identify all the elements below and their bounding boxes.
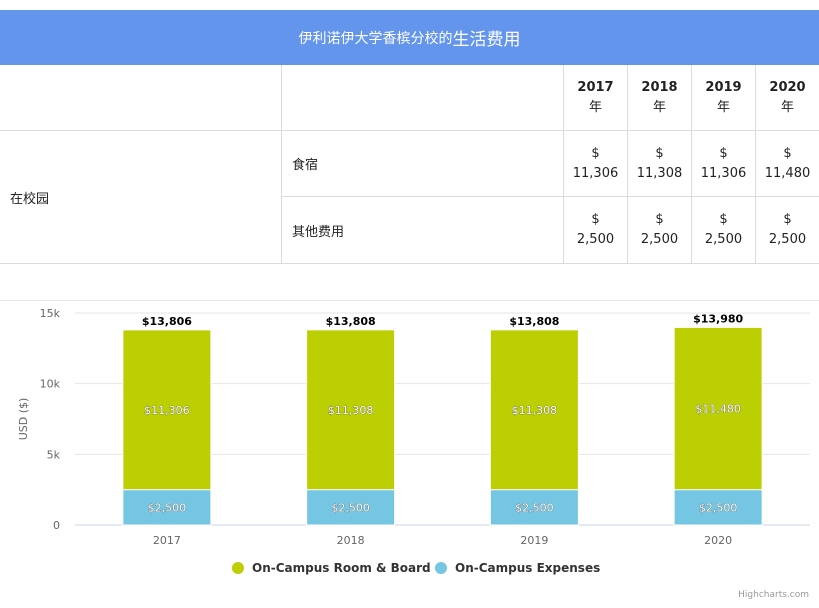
legend-item-label: On-Campus Room & Board [252,561,431,575]
value-cell: $ 2,500 [628,197,692,264]
y-axis-title: USD ($) [17,398,30,441]
value-amount: 2,500 [768,232,807,247]
value-cell: $ 2,500 [756,197,819,264]
value-cell: $ 2,500 [692,197,756,264]
header-empty-cell [282,65,564,131]
header-empty-cell [0,65,282,131]
bar-segment [122,489,212,526]
value-cell: $ 11,308 [628,131,692,197]
year-unit: 年 [588,99,602,115]
year-header: 2020 年 [756,65,819,131]
data-label: $2,500 [148,501,187,514]
data-label: $11,308 [512,404,558,417]
year-header: 2018 年 [628,65,692,131]
currency-symbol: $ [591,145,600,161]
bar-segment [306,489,396,526]
y-tick-label: 0 [53,519,60,532]
value-amount: 2,500 [576,232,615,247]
value-amount: 11,480 [764,165,811,181]
bar-segment [122,329,212,491]
value-cell: $ 2,500 [564,197,628,264]
cost-of-living-table: 伊利诺伊大学香槟分校的 生活费用 2017 年 2018 年 2019 年 20… [0,0,819,264]
year-label: 2017 [577,79,614,95]
x-tick-label: 2017 [153,534,181,547]
value-cell: $ 11,306 [564,131,628,197]
value-amount: 11,308 [636,165,683,181]
table-title: 伊利诺伊大学香槟分校的 生活费用 [0,10,819,65]
data-label: $11,480 [695,403,741,416]
total-label: $13,806 [142,315,192,328]
x-tick-label: 2020 [704,534,732,547]
currency-symbol: $ [591,212,600,227]
row-label: 其他费用 [282,197,564,264]
cost-chart: 0 5k 10k 15k USD ($) $2,500 $11,306 $13,806 2017… [0,300,819,604]
table-title-main: 生活费用 [452,30,521,50]
chart-svg: 0 5k 10k 15k USD ($) $2,500 $11,306 $13,806 2017… [17,307,810,600]
currency-symbol: $ [719,212,728,227]
bar-segment [673,489,763,526]
total-label: $13,980 [693,312,743,325]
value-amount: 11,306 [700,165,747,181]
bar-segment [489,489,579,526]
value-cell: $ 11,306 [692,131,756,197]
bar-segment [306,329,396,491]
legend-marker [435,562,447,574]
legend-item-label: On-Campus Expenses [455,561,600,575]
data-label: $11,308 [328,404,374,417]
value-amount: 11,306 [572,165,619,181]
legend-marker [232,562,244,574]
currency-symbol: $ [655,212,664,227]
currency-symbol: $ [783,145,792,161]
row-label: 食宿 [282,131,564,197]
data-label: $11,306 [144,404,190,417]
year-label: 2020 [769,79,806,95]
group-label: 在校园 [0,131,282,264]
total-label: $13,808 [509,315,559,328]
y-tick-label: 5k [47,448,61,461]
data-label: $2,500 [331,501,370,514]
year-unit: 年 [780,99,794,115]
currency-symbol: $ [719,145,728,161]
year-label: 2018 [641,79,678,95]
x-tick-label: 2019 [520,534,548,547]
credits-text: Highcharts.com [738,590,809,600]
year-header: 2017 年 [564,65,628,131]
currency-symbol: $ [655,145,664,161]
y-tick-label: 10k [40,378,61,391]
year-label: 2019 [705,79,742,95]
currency-symbol: $ [783,212,792,227]
bar-segment [489,329,579,491]
value-amount: 2,500 [640,232,679,247]
bar-segment [673,326,763,491]
value-amount: 2,500 [704,232,743,247]
data-label: $2,500 [699,501,738,514]
y-tick-label: 15k [40,307,61,320]
year-header: 2019 年 [692,65,756,131]
data-label: $2,500 [515,501,554,514]
year-unit: 年 [652,99,666,115]
x-tick-label: 2018 [337,534,365,547]
table-title-prefix: 伊利诺伊大学香槟分校的 [298,30,453,47]
year-unit: 年 [716,99,730,115]
total-label: $13,808 [326,315,376,328]
value-cell: $ 11,480 [756,131,819,197]
